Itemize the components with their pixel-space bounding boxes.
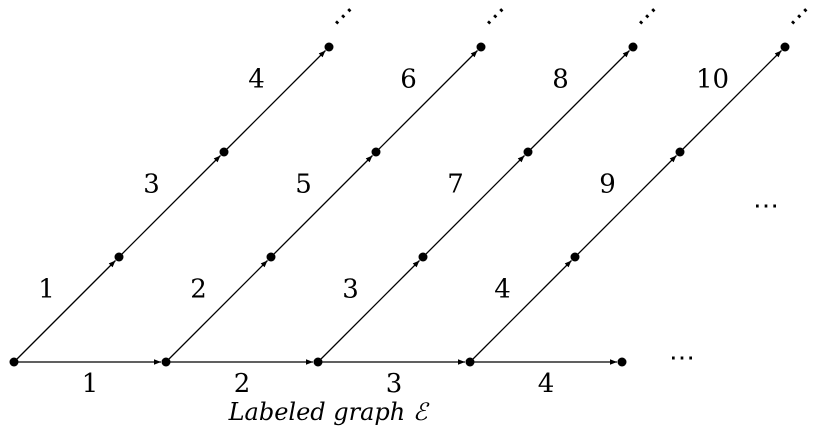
diagonal-vertex-4-3 bbox=[780, 42, 790, 52]
diagonal-edge-2-1 bbox=[165, 260, 268, 363]
diagonal-edge-label-4-2: 9 bbox=[599, 170, 616, 200]
bottom-edge-label-2: 2 bbox=[234, 369, 251, 399]
top-ellipsis-2: ⋯ bbox=[476, 0, 516, 36]
diagonal-edge-label-3-2: 7 bbox=[447, 170, 464, 200]
diagonal-edge-4-3 bbox=[679, 50, 782, 153]
diagonal-edge-label-3-3: 8 bbox=[552, 65, 569, 95]
bottom-edge-label-3: 3 bbox=[386, 369, 403, 399]
diagonal-vertex-3-1 bbox=[418, 252, 428, 262]
edges-layer bbox=[13, 50, 782, 365]
diagonal-vertex-3-2 bbox=[523, 147, 533, 157]
edge-labels-layer: 1 2 3 4 1 3 4 2 5 6 3 7 8 4 9 10 bbox=[38, 65, 729, 400]
diagonal-edge-4-2 bbox=[574, 155, 677, 258]
diagonal-edge-1-3 bbox=[223, 50, 326, 153]
diagonal-edge-label-1-2: 3 bbox=[143, 170, 160, 200]
vertices-layer bbox=[9, 42, 790, 367]
diagonal-edge-label-4-3: 10 bbox=[696, 65, 729, 95]
diagonal-vertex-3-3 bbox=[628, 42, 638, 52]
bottom-vertex-3 bbox=[313, 357, 323, 367]
top-ellipsis-3: ⋯ bbox=[628, 0, 668, 36]
diagonal-vertex-2-3 bbox=[476, 42, 486, 52]
diagonal-edge-label-2-3: 6 bbox=[400, 65, 417, 95]
diagonal-vertex-4-1 bbox=[570, 252, 580, 262]
bottom-edge-label-4: 4 bbox=[538, 369, 555, 399]
diagonal-edge-label-2-1: 2 bbox=[190, 275, 207, 305]
diagonal-edge-label-2-2: 5 bbox=[295, 170, 312, 200]
diagonal-vertex-4-2 bbox=[675, 147, 685, 157]
diagonal-edge-label-1-1: 1 bbox=[38, 275, 55, 305]
graph-caption: Labeled graph ℰ bbox=[228, 398, 430, 426]
diagonal-edge-label-3-1: 3 bbox=[342, 275, 359, 305]
bottom-ellipsis: ⋯ bbox=[669, 343, 695, 373]
diagonal-edge-2-3 bbox=[375, 50, 478, 153]
top-ellipsis-4: ⋯ bbox=[780, 0, 820, 36]
diagonal-edge-4-1 bbox=[469, 260, 572, 363]
bottom-vertex-1 bbox=[9, 357, 19, 367]
diagonal-edge-2-2 bbox=[270, 155, 373, 258]
diagonal-edge-label-4-1: 4 bbox=[494, 275, 511, 305]
diagonal-edge-1-2 bbox=[118, 155, 221, 258]
diagonal-vertex-1-2 bbox=[219, 147, 229, 157]
diagonal-edge-3-1 bbox=[317, 260, 420, 363]
diagonal-edge-3-2 bbox=[422, 155, 525, 258]
bottom-vertex-4 bbox=[465, 357, 475, 367]
diagonal-vertex-1-3 bbox=[324, 42, 334, 52]
diagonal-edge-label-1-3: 4 bbox=[248, 65, 265, 95]
diagonal-edge-1-1 bbox=[13, 260, 116, 363]
top-ellipsis-1: ⋯ bbox=[324, 0, 364, 36]
diagonal-edge-3-3 bbox=[527, 50, 630, 153]
bottom-vertex-2 bbox=[161, 357, 171, 367]
diagonal-vertex-2-2 bbox=[371, 147, 381, 157]
bottom-edge-label-1: 1 bbox=[82, 369, 99, 399]
bottom-vertex-5 bbox=[617, 357, 627, 367]
diagonal-vertex-1-1 bbox=[114, 252, 124, 262]
right-ellipsis: ⋯ bbox=[753, 191, 779, 221]
diagonal-vertex-2-1 bbox=[266, 252, 276, 262]
